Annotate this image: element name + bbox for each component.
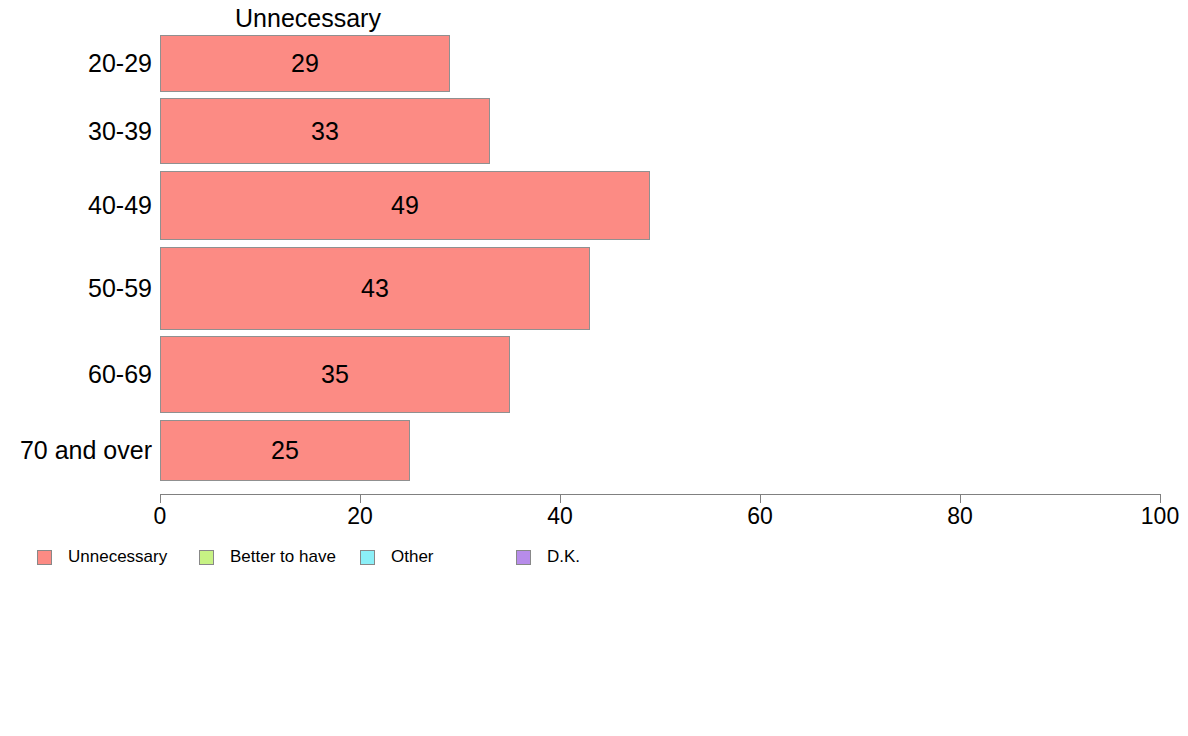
legend-item-unnecessary: Unnecessary xyxy=(37,548,167,566)
legend-item-better-to-have: Better to have xyxy=(199,548,336,566)
legend-label: Unnecessary xyxy=(68,547,167,567)
legend-label: D.K. xyxy=(547,547,580,567)
legend-item-other: Other xyxy=(360,548,434,566)
x-axis-line xyxy=(160,494,1161,495)
x-axis-tick xyxy=(160,494,161,503)
bar-50-59: 43 xyxy=(160,247,590,330)
x-axis-tick-label: 100 xyxy=(1130,503,1188,530)
x-axis-tick-label: 40 xyxy=(530,503,590,530)
legend-item-d-k-: D.K. xyxy=(516,548,580,566)
legend-swatch xyxy=(516,550,531,565)
x-axis-tick xyxy=(960,494,961,503)
legend-swatch xyxy=(199,550,214,565)
category-label: 60-69 xyxy=(0,336,152,413)
category-label: 50-59 xyxy=(0,247,152,330)
category-label: 30-39 xyxy=(0,98,152,164)
x-axis-tick-label: 60 xyxy=(730,503,790,530)
bar-chart: Unnecessary 20-29 29 30-39 33 40-49 49 50-59 43… xyxy=(0,0,1188,736)
category-label: 40-49 xyxy=(0,171,152,240)
bar-70-and-over: 25 xyxy=(160,420,410,481)
bar-value-label: 33 xyxy=(311,117,339,146)
x-axis-tick-label: 80 xyxy=(930,503,990,530)
legend-swatch xyxy=(360,550,375,565)
legend-label: Better to have xyxy=(230,547,336,567)
legend-swatch xyxy=(37,550,52,565)
bar-value-label: 43 xyxy=(361,274,389,303)
category-label: 20-29 xyxy=(0,35,152,92)
bar-40-49: 49 xyxy=(160,171,650,240)
bar-30-39: 33 xyxy=(160,98,490,164)
x-axis-tick xyxy=(360,494,361,503)
x-axis-tick-label: 0 xyxy=(130,503,190,530)
chart-title: Unnecessary xyxy=(160,4,456,33)
x-axis-tick xyxy=(760,494,761,503)
bar-20-29: 29 xyxy=(160,35,450,92)
bar-value-label: 25 xyxy=(271,436,299,465)
category-label: 70 and over xyxy=(0,420,152,481)
bar-60-69: 35 xyxy=(160,336,510,413)
x-axis-tick xyxy=(1160,494,1161,503)
bar-value-label: 35 xyxy=(321,360,349,389)
bar-value-label: 29 xyxy=(291,49,319,78)
x-axis-tick xyxy=(560,494,561,503)
x-axis-tick-label: 20 xyxy=(330,503,390,530)
bar-value-label: 49 xyxy=(391,191,419,220)
legend-label: Other xyxy=(391,547,434,567)
